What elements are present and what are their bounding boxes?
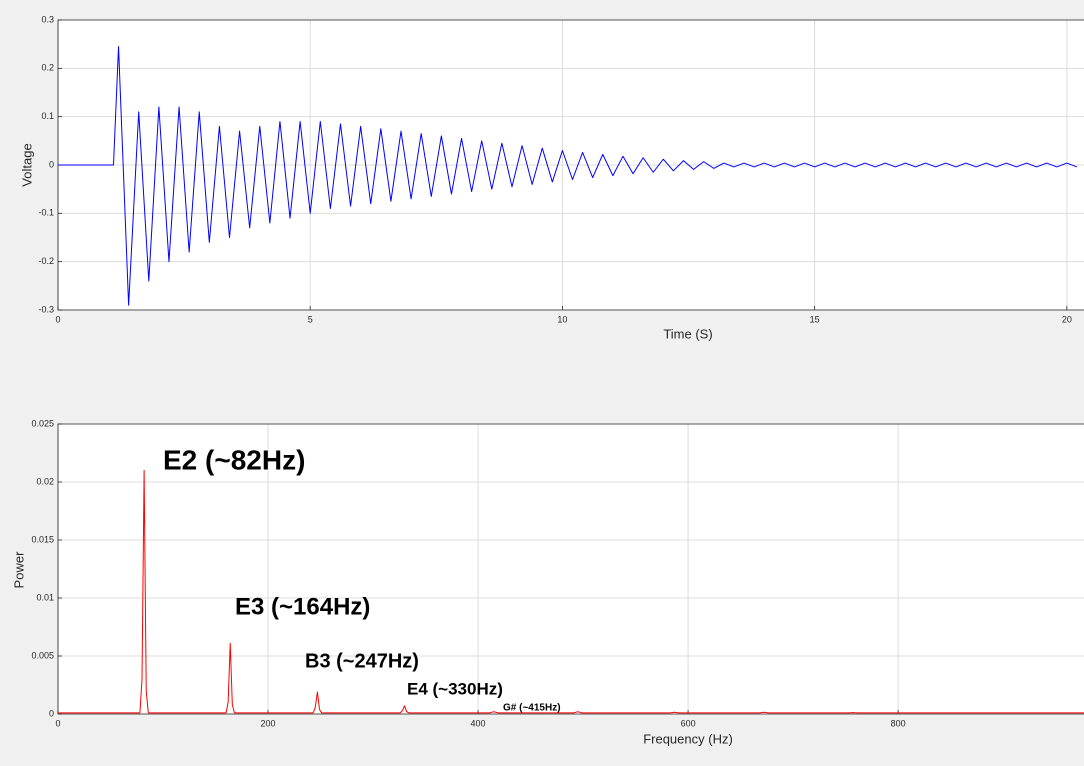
data-line: [58, 469, 1084, 714]
annotation: E4 (~330Hz): [407, 679, 503, 698]
x-tick-label: 200: [261, 718, 276, 728]
x-tick-label: 0: [55, 314, 60, 324]
x-axis-label: Time (S): [663, 326, 712, 341]
x-tick-label: 0: [55, 718, 60, 728]
y-tick-label: 0.2: [41, 63, 54, 73]
y-tick-label: 0.015: [31, 534, 54, 544]
annotation: E2 (~82Hz): [163, 444, 305, 475]
y-tick-label: 0: [49, 708, 54, 718]
x-tick-label: 15: [810, 314, 820, 324]
x-axis-label: Frequency (Hz): [643, 731, 733, 746]
y-tick-label: -0.2: [38, 256, 54, 266]
annotation: G# (~415Hz): [503, 703, 561, 714]
y-tick-label: 0.025: [31, 418, 54, 428]
y-axis-label: Voltage: [19, 143, 34, 186]
y-tick-label: 0.02: [36, 476, 54, 486]
x-tick-label: 800: [891, 718, 906, 728]
y-tick-label: 0.005: [31, 650, 54, 660]
axes-frame: [57, 423, 1084, 715]
x-tick-label: 20: [1062, 314, 1072, 324]
y-tick-label: 0.01: [36, 592, 54, 602]
annotation: B3 (~247Hz): [305, 650, 419, 672]
y-tick-label: 0.1: [41, 111, 54, 121]
y-tick-label: -0.1: [38, 208, 54, 218]
x-tick-label: 400: [471, 718, 486, 728]
data-line: [58, 46, 1078, 306]
x-tick-label: 10: [557, 314, 567, 324]
annotation: E3 (~164Hz): [235, 593, 370, 620]
y-axis-label: Power: [11, 551, 26, 589]
y-tick-label: -0.3: [38, 304, 54, 314]
y-tick-label: 0.3: [41, 14, 54, 24]
x-tick-label: 600: [681, 718, 696, 728]
y-tick-label: 0: [49, 159, 54, 169]
x-tick-label: 5: [308, 314, 313, 324]
